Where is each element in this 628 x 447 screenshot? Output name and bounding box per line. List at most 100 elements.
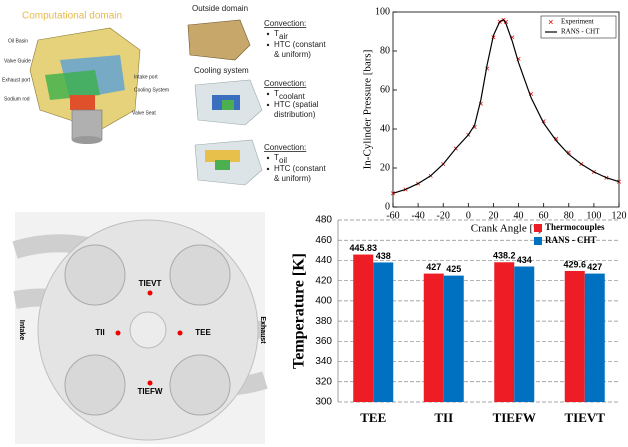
- y-tick-label: 300: [315, 397, 332, 408]
- convection-heading: Convection:: [264, 79, 306, 88]
- bullet: [266, 103, 270, 107]
- x-tick-label: TEE: [360, 410, 386, 425]
- engine-model: [29, 27, 141, 144]
- y-tick-label: 360: [315, 336, 332, 347]
- part-label: Valve Seat: [132, 110, 156, 116]
- data-label: 445.83: [349, 243, 377, 253]
- x-tick-label: TIEVT: [565, 410, 606, 425]
- y-tick-label: 40: [380, 123, 390, 134]
- legend-marker: [548, 19, 553, 25]
- bc-title: Cooling system: [194, 66, 249, 75]
- bar: [373, 262, 394, 402]
- htc-text: HTC (constant & uniform): [274, 40, 326, 59]
- sensor-label: TIEFW: [138, 387, 163, 396]
- data-line: [392, 19, 620, 194]
- bullet: [266, 43, 270, 47]
- convection-heading: Convection:: [264, 19, 306, 28]
- bullet: [266, 92, 270, 96]
- y-tick-label: 0: [385, 201, 390, 212]
- domain-title: Computational domain: [22, 11, 122, 22]
- y-tick-label: 380: [315, 316, 332, 327]
- bar: [514, 266, 535, 402]
- part-label: Valve Guide: [4, 58, 31, 64]
- x-tick-label: -20: [437, 210, 450, 221]
- temp-subscript: oil: [279, 156, 287, 165]
- legend-label: Thermocouples: [545, 222, 605, 232]
- part-label: Exhaust port: [2, 77, 31, 83]
- bullet: [266, 156, 270, 160]
- x-tick-label: 0: [466, 210, 471, 221]
- part-label: Oil Basin: [8, 38, 28, 44]
- bar: [564, 270, 585, 402]
- outside-model: [187, 19, 251, 61]
- part-label: Intake port: [134, 74, 158, 80]
- x-tick-label: TII: [434, 410, 453, 425]
- data-point: [472, 124, 477, 130]
- oil-model: [194, 139, 263, 186]
- y-tick-label: 20: [380, 162, 390, 173]
- x-tick-label: 80: [564, 210, 574, 221]
- legend-swatch: [534, 237, 542, 245]
- x-axis-label: Crank Angle [°]: [471, 223, 541, 235]
- data-point: [503, 19, 509, 24]
- legend-label: Experiment: [561, 18, 594, 26]
- sensor-label: TIEVT: [139, 279, 162, 288]
- data-label: 427: [587, 262, 602, 272]
- htc-text: HTC (spatial distribution): [274, 100, 319, 119]
- legend-label: RANS - CHT: [561, 28, 600, 36]
- legend-swatch: [534, 224, 542, 232]
- data-label: 427: [426, 262, 441, 272]
- y-tick-label: 320: [315, 376, 332, 387]
- x-tick-label: TIEFW: [493, 410, 536, 425]
- y-tick-label: 400: [315, 296, 332, 307]
- bar: [584, 273, 605, 402]
- x-tick-label: 20: [488, 210, 498, 221]
- legend-box: [540, 15, 617, 39]
- bullet: [266, 167, 270, 171]
- temp-symbol: T: [274, 89, 279, 98]
- x-tick-label: 40: [514, 210, 524, 221]
- x-tick-label: -40: [411, 210, 424, 221]
- x-tick-label: -60: [386, 210, 399, 221]
- cooling-model: [194, 79, 263, 126]
- bar: [494, 262, 515, 402]
- sensor-label: TEE: [195, 328, 211, 337]
- y-tick-label: 420: [315, 275, 332, 286]
- bar: [353, 254, 374, 402]
- y-tick-label: 480: [315, 215, 332, 226]
- part-label: Sodium rod: [4, 96, 30, 102]
- y-tick-label: 460: [315, 235, 332, 246]
- bar: [423, 273, 444, 402]
- sensor-model: [12, 212, 268, 444]
- y-axis-label: In-Cylinder Pressure [bars]: [362, 50, 374, 170]
- temp-symbol: T: [274, 153, 279, 162]
- side-label: Exhaust: [259, 316, 266, 344]
- side-label: Intake: [18, 320, 25, 340]
- temp-symbol: T: [274, 29, 279, 38]
- x-tick-label: 120: [612, 210, 627, 221]
- x-tick-label: 100: [586, 210, 601, 221]
- data-label: 425: [446, 264, 461, 274]
- data-label: 438: [376, 251, 391, 261]
- bullet: [266, 32, 270, 36]
- y-tick-label: 60: [380, 84, 390, 95]
- y-tick-label: 440: [315, 255, 332, 266]
- data-label: 438.2: [493, 251, 516, 261]
- temp-subscript: air: [279, 32, 288, 41]
- y-axis-label: Temperature [K]: [291, 253, 308, 369]
- y-tick-label: 340: [315, 356, 332, 367]
- sensor-label: TII: [95, 328, 104, 337]
- plot-frame: [392, 11, 620, 208]
- data-label: 434: [517, 255, 532, 265]
- bc-title: Outside domain: [192, 4, 248, 13]
- x-tick-label: 60: [539, 210, 549, 221]
- convection-heading: Convection:: [264, 143, 306, 152]
- y-tick-label: 80: [380, 45, 390, 56]
- part-label: Cooling System: [134, 87, 169, 93]
- data-label: 429.6: [563, 259, 586, 269]
- y-tick-label: 100: [375, 6, 390, 17]
- bar: [443, 275, 464, 402]
- htc-text: HTC (constant & uniform): [274, 164, 326, 183]
- legend-label: RANS - CHT: [545, 235, 597, 245]
